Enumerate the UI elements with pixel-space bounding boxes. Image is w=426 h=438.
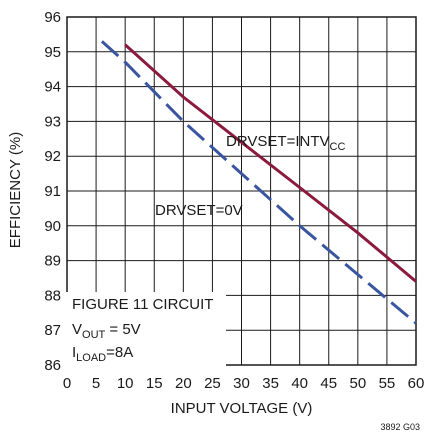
figure-id: 3892 G03 (380, 422, 420, 432)
x-tick-label-40: 40 (291, 375, 308, 392)
annotation-line-2: VOUT = 5V (72, 321, 141, 341)
x-tick-label-50: 50 (349, 375, 366, 392)
y-tick-label-88: 88 (44, 287, 61, 304)
x-tick-label-30: 30 (233, 375, 250, 392)
y-tick-label-87: 87 (44, 322, 61, 339)
annotation-line-3: ILOAD=8A (72, 344, 133, 364)
series-label-1-subscript: CC (330, 141, 346, 153)
annotation-line-2-tail: = 5V (105, 321, 140, 338)
annotation-line-3-tail: =8A (106, 344, 133, 361)
x-tick-label-45: 45 (320, 375, 337, 392)
x-tick-label-35: 35 (262, 375, 279, 392)
annotation-box-background (66, 292, 226, 366)
y-axis-title: EFFICIENCY (%) (7, 132, 24, 248)
x-tick-label-0: 0 (63, 375, 71, 392)
series-label-1-text: DRVSET=INTV (226, 133, 330, 150)
y-tick-label-94: 94 (44, 79, 61, 96)
grid (66, 16, 417, 366)
plot-frame (66, 16, 417, 366)
y-tick-label-90: 90 (44, 218, 61, 235)
series-labels: DRVSET=INTVCC DRVSET=0V (155, 133, 345, 219)
series-line-2 (100, 40, 417, 325)
series-layer (100, 40, 417, 325)
y-tick-label-93: 93 (44, 113, 61, 130)
x-tick-label-60: 60 (408, 375, 425, 392)
annotation-line-1-main: FIGURE 11 CIRCUIT (72, 296, 213, 313)
y-tick-label-92: 92 (44, 148, 61, 165)
annotation-line-2-main: V (72, 321, 82, 338)
annotation-box (66, 292, 226, 366)
x-tick-label-55: 55 (379, 375, 396, 392)
x-tick-labels: 0 5 10 15 20 25 30 35 40 45 50 55 60 (63, 375, 425, 392)
annotation-line-1: FIGURE 11 CIRCUIT (72, 296, 213, 313)
x-tick-label-10: 10 (117, 375, 134, 392)
y-tick-label-89: 89 (44, 253, 61, 270)
x-axis-title: INPUT VOLTAGE (V) (171, 400, 313, 417)
y-tick-label-95: 95 (44, 44, 61, 61)
series-line-1 (124, 43, 417, 283)
series-label-1: DRVSET=INTVCC (226, 133, 345, 153)
x-tick-label-20: 20 (175, 375, 192, 392)
y-tick-label-91: 91 (44, 183, 61, 200)
x-tick-label-25: 25 (204, 375, 221, 392)
series-label-2-text: DRVSET=0V (155, 202, 243, 219)
x-tick-label-5: 5 (92, 375, 100, 392)
annotation-line-3-subscript: LOAD (76, 352, 106, 364)
y-tick-label-86: 86 (44, 357, 61, 374)
annotation-line-3-main: I (72, 344, 76, 361)
y-tick-label-96: 96 (44, 9, 61, 26)
annotations: FIGURE 11 CIRCUIT VOUT = 5V ILOAD=8A (72, 296, 213, 364)
series-label-2: DRVSET=0V (155, 202, 243, 219)
annotation-line-2-subscript: OUT (82, 329, 106, 341)
y-tick-labels: 86 87 88 89 90 91 92 93 94 95 96 (44, 9, 61, 374)
x-tick-label-15: 15 (146, 375, 163, 392)
